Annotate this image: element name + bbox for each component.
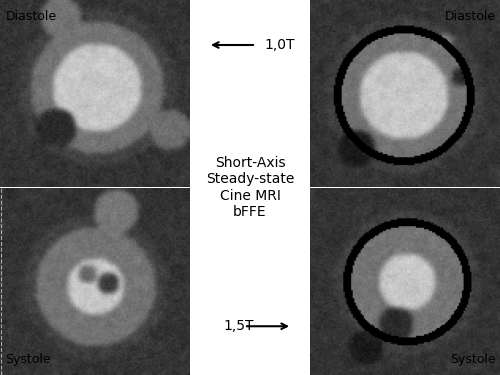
Text: Diastole: Diastole	[6, 10, 57, 23]
Text: 1,0T: 1,0T	[264, 38, 295, 52]
Text: Systole: Systole	[450, 353, 496, 366]
Text: Diastole: Diastole	[445, 10, 496, 23]
Text: Systole: Systole	[6, 353, 51, 366]
Text: 1,5T: 1,5T	[224, 319, 254, 333]
Text: Short-Axis
Steady-state
Cine MRI
bFFE: Short-Axis Steady-state Cine MRI bFFE	[206, 156, 294, 219]
